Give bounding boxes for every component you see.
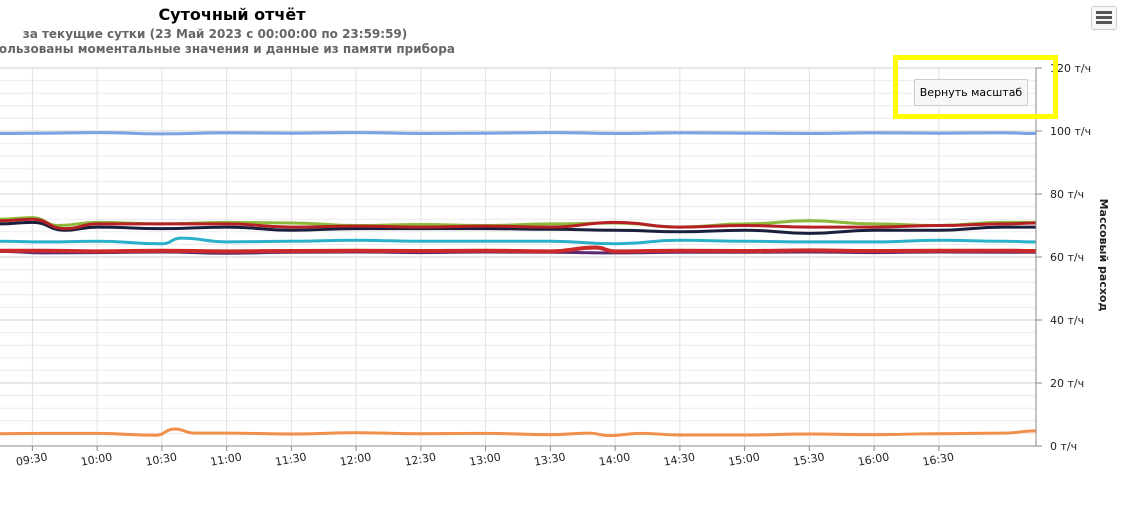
x-tick-label: 11:00 [209,450,242,468]
y-tick-label: 120 т/ч [1050,62,1091,75]
series-line-1 [0,131,1037,136]
highlight-annotation [893,55,1058,119]
chart-subtitle-source: использованы моментальные значения и дан… [0,42,455,56]
y-tick-label: 100 т/ч [1050,125,1091,138]
x-tick-label: 14:00 [598,450,631,468]
chart-title: Суточный отчёт [158,5,306,24]
series-line-3 [0,236,1037,246]
chart-menu-button[interactable] [1091,6,1117,30]
x-tick-label: 10:00 [80,450,113,468]
grid [0,67,1036,447]
y-tick-label: 40 т/ч [1050,314,1084,327]
y-tick-label: 20 т/ч [1050,377,1084,390]
x-tick-label: 10:30 [145,450,178,468]
x-tick-label: 15:00 [727,450,760,468]
x-tick-label: 09:30 [15,450,48,468]
chart-subtitle-period: за текущие сутки (23 Май 2023 с 00:00:00… [23,27,408,41]
hamburger-menu-icon-bar [1096,16,1112,19]
y-tick-label: 80 т/ч [1050,188,1084,201]
x-tick-label: 14:30 [663,450,696,468]
x-tick-label: 16:30 [922,450,955,468]
y-axis-title: Массовый расход [1097,199,1110,312]
y-axis: 0 т/ч 20 т/ч 40 т/ч 60 т/ч 80 т/ч 100 т/ч 120 … [1035,62,1091,453]
series-line-8 [0,427,1037,438]
series-line-4 [0,220,1036,235]
hamburger-menu-icon [1096,11,1112,14]
y-tick-label: 60 т/ч [1050,251,1084,264]
series-line-7 [0,245,1037,254]
reset-zoom-button[interactable]: Вернуть масштаб [914,79,1028,106]
x-tick-label: 13:00 [468,450,501,468]
x-tick-label: 15:30 [792,450,825,468]
x-tick-label: 13:30 [533,450,566,468]
series-line-5 [0,217,1037,231]
x-tick-label: 12:00 [339,450,372,468]
x-tick-label: 12:30 [404,450,437,468]
x-tick-label: 11:30 [274,450,307,468]
x-axis: 09:30 10:00 10:30 11:00 11:30 12:00 12:30 13:00… [0,445,1036,469]
hamburger-menu-icon-bar [1096,21,1112,24]
x-tick-label: 16:00 [857,450,890,468]
series-lines [0,131,1037,438]
y-tick-label: 0 т/ч [1050,440,1077,453]
